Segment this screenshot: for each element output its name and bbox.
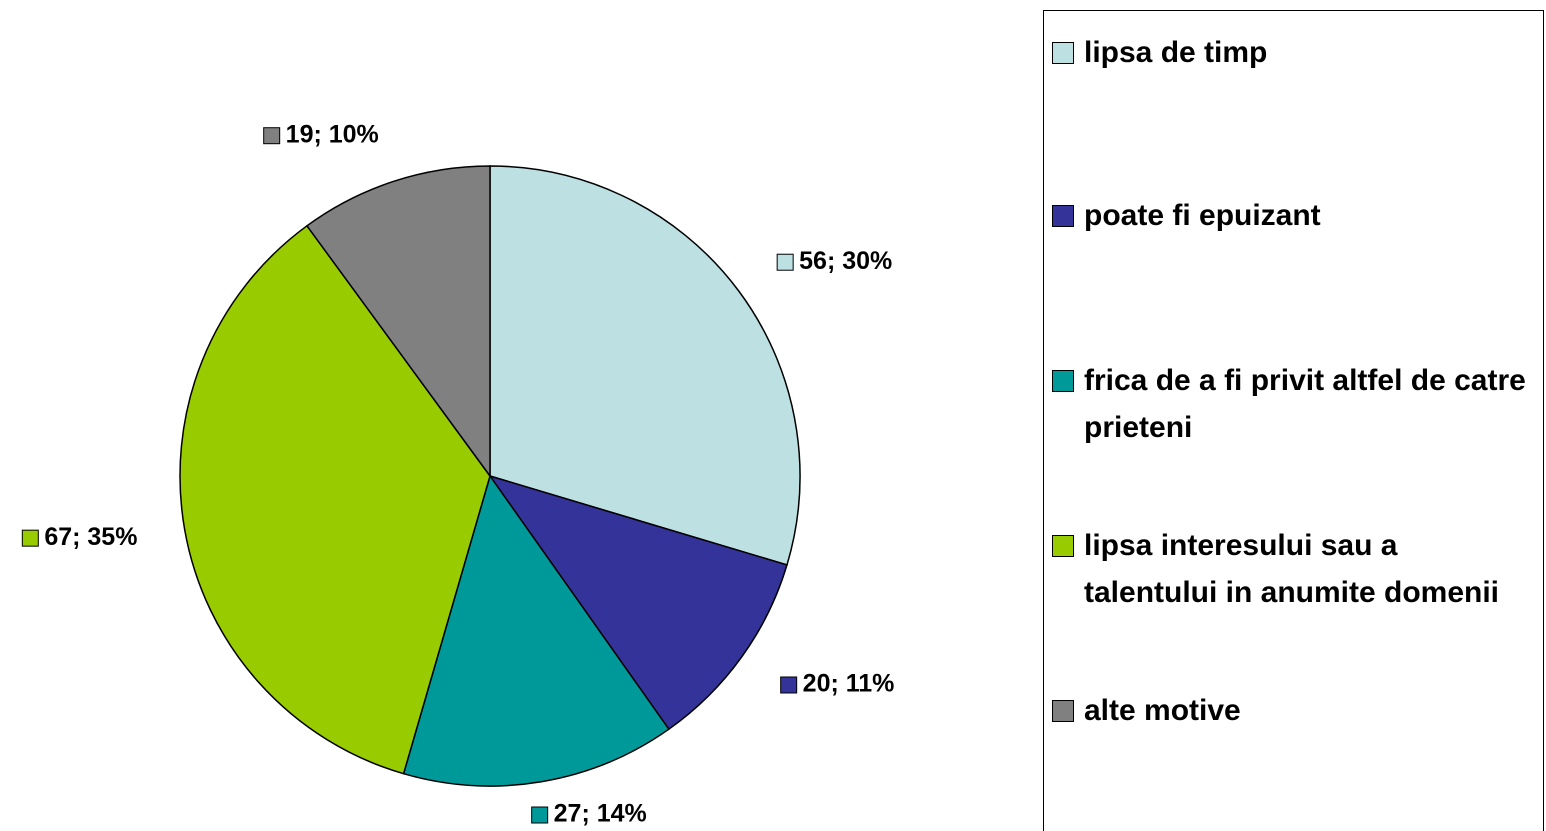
data-label-text: 56; 30% [799, 247, 892, 275]
data-label: 27; 14% [531, 800, 647, 828]
data-label-text: 19; 10% [286, 120, 379, 148]
pie-slice [179, 224, 491, 775]
label-swatch [263, 127, 281, 145]
legend-swatch [1052, 42, 1074, 64]
pie-slice [402, 474, 670, 787]
legend-item: lipsa interesului sau a talentului in an… [1052, 522, 1532, 616]
legend-item: frica de a fi privit altfel de catre pri… [1052, 357, 1532, 451]
pie-area: 56; 30% 20; 11% 27; 14% 67; 35% 19; 10% [21, 120, 895, 828]
legend-swatch [1052, 700, 1074, 722]
data-label: 20; 11% [780, 670, 895, 698]
pie-slice [489, 165, 801, 566]
pie-slice [305, 165, 491, 479]
label-swatch [21, 529, 39, 547]
legend-item: lipsa de timp [1052, 29, 1532, 76]
legend-swatch [1052, 535, 1074, 557]
data-label-text: 27; 14% [554, 800, 647, 828]
data-label: 67; 35% [21, 523, 137, 551]
legend-label: lipsa interesului sau a talentului in an… [1084, 529, 1500, 609]
data-label-text: 67; 35% [44, 523, 137, 551]
legend-item: alte motive [1052, 687, 1532, 734]
label-swatch [780, 676, 798, 694]
legend-label: lipsa de timp [1084, 36, 1268, 69]
legend-label: alte motive [1084, 694, 1241, 727]
data-label: 56; 30% [776, 247, 892, 275]
legend-swatch [1052, 370, 1074, 392]
legend-label: poate fi epuizant [1084, 199, 1321, 232]
data-label-text: 20; 11% [803, 670, 895, 698]
pie-slice [488, 474, 788, 731]
label-swatch [531, 806, 549, 824]
data-label: 19; 10% [263, 120, 379, 148]
legend-swatch [1052, 205, 1074, 227]
legend-label: frica de a fi privit altfel de catre pri… [1084, 364, 1526, 444]
legend: lipsa de timp poate fi epuizant frica de a… [1043, 10, 1544, 831]
label-swatch [776, 253, 794, 271]
legend-item: poate fi epuizant [1052, 192, 1532, 239]
